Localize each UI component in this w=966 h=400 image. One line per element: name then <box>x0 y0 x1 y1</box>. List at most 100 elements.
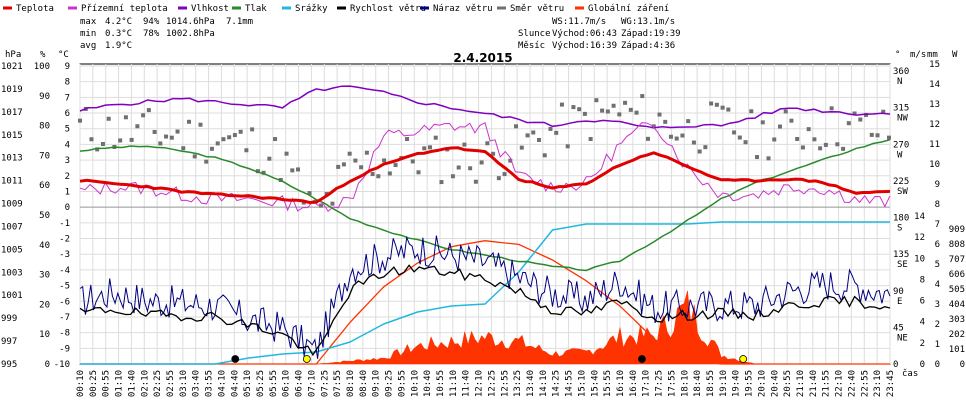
deg-tick-label: 360 <box>893 67 909 77</box>
mm-unit: mm <box>927 50 938 60</box>
x-tick-label: 05:25 <box>256 370 266 397</box>
legend: Teplota Přízemní teplota Vlhkost Tlak Srážky… <box>3 4 669 14</box>
celsius-tick-label: 1 <box>65 187 70 197</box>
ms-tick-label: 0 <box>920 360 925 370</box>
wind-dir-point <box>594 98 599 103</box>
pct-tick-label: 70 <box>39 151 50 161</box>
radiation-area <box>80 290 890 365</box>
pct-unit: % <box>40 50 46 60</box>
celsius-tick-label: 3 <box>65 156 70 166</box>
celsius-tick-label: 4 <box>65 140 70 150</box>
wind-dir-point <box>370 172 375 177</box>
x-tick-label: 12:25 <box>487 370 497 397</box>
wind-dir-point <box>519 145 524 150</box>
celsius-tick-label: -5 <box>59 282 70 292</box>
wind-dir-point <box>881 109 886 114</box>
stats-max-press: 1014.6hPa <box>166 17 215 27</box>
ms-tick-label: 12 <box>914 233 925 243</box>
w-unit: W <box>952 50 958 60</box>
x-tick-label: 17:55 <box>667 370 677 397</box>
wind-dir-point <box>858 117 863 122</box>
pct-tick-label: 60 <box>39 181 50 191</box>
dir-label: E <box>897 297 902 307</box>
legend-label: Teplota <box>16 4 54 14</box>
mm-tick-label: 7 <box>935 220 940 230</box>
w-tick-label: 909 <box>949 225 965 235</box>
w-tick-label: 0 <box>960 360 965 370</box>
stats-min-label: min <box>80 29 96 39</box>
legend-label: Přízemní teplota <box>81 4 168 14</box>
wind-dir-point <box>611 103 616 108</box>
ms-tick-label: 4 <box>920 318 925 328</box>
wind-dir-point <box>485 141 490 146</box>
wind-dir-point <box>846 121 851 126</box>
wind-dir-point <box>691 140 696 145</box>
wind-dir-point <box>835 142 840 147</box>
wind-dir-point <box>806 127 811 132</box>
temperature-line <box>79 146 891 205</box>
x-tick-label: 02:55 <box>166 370 176 397</box>
x-tick-label: 12:55 <box>500 370 510 397</box>
wind-dir-point <box>554 130 559 135</box>
x-tick-label: 19:40 <box>732 370 742 397</box>
hpa-tick-label: 1009 <box>1 200 23 210</box>
wind-dir-point <box>657 112 662 117</box>
wind-dir-point <box>680 133 685 138</box>
wind-dir-point <box>565 144 570 149</box>
wind-dir-point <box>330 201 335 206</box>
dir-label: SW <box>897 187 908 197</box>
x-tick-label: 02:25 <box>153 370 163 397</box>
wind-dir-point <box>198 122 203 127</box>
wind-dir-point <box>416 170 421 175</box>
wind-dir-point <box>135 124 140 129</box>
stats-min-hum: 78% <box>143 29 160 39</box>
wind-dir-point <box>841 146 846 151</box>
celsius-tick-label: -6 <box>59 297 70 307</box>
wind-dir-point <box>410 159 415 164</box>
deg-tick-label: 45 <box>893 323 904 333</box>
wind-dir-point <box>181 146 186 151</box>
legend-label: Rychlost větru <box>350 4 426 14</box>
mm-tick-label: 10 <box>929 160 940 170</box>
x-tick-label: 07:10 <box>307 370 317 397</box>
w-tick-label: 303 <box>949 315 965 325</box>
stats-avg-label: avg <box>80 41 96 51</box>
dir-label: NE <box>897 333 908 343</box>
hpa-tick-label: 1019 <box>1 85 23 95</box>
info-block: WS:11.7m/s WG:13.1m/s Slunce Východ:06:4… <box>518 17 681 51</box>
wind-dir-point <box>537 137 541 142</box>
legend-label: Globální záření <box>588 4 669 14</box>
stats-max-label: max <box>80 17 97 27</box>
w-tick-label: 404 <box>949 300 965 310</box>
hpa-tick-label: 1013 <box>1 154 23 164</box>
wind-dir-point <box>749 109 754 114</box>
wind-dir-point <box>737 135 742 140</box>
wind-dir-point <box>755 155 760 160</box>
wind-dir-point <box>123 115 128 120</box>
x-tick-label: 00:10 <box>76 370 86 397</box>
wind-dir-point <box>479 160 484 165</box>
wind-dir-point <box>789 118 794 123</box>
mm-tick-label: 13 <box>929 100 940 110</box>
wind-dir-point <box>175 129 180 134</box>
wind-dir-point <box>582 111 587 116</box>
mm-tick-label: 12 <box>929 120 940 130</box>
x-tick-label: 20:55 <box>783 370 793 397</box>
hpa-tick-label: 1005 <box>1 245 23 255</box>
x-tick-label: 02:10 <box>140 370 150 397</box>
wind-dir-point <box>697 149 702 154</box>
wind-dir-point <box>743 140 748 145</box>
wind-dir-point <box>255 169 260 174</box>
rain-line <box>80 221 890 365</box>
wind-dir-point <box>307 191 312 196</box>
wind-dir-point <box>772 137 777 142</box>
wind-dir-point <box>760 120 765 125</box>
legend-label: Náraz větru <box>433 4 493 14</box>
x-tick-label: 17:10 <box>642 370 652 397</box>
wind-dir-point <box>577 107 582 112</box>
wind-dir-point <box>818 146 823 151</box>
wind-dir-point <box>89 137 94 142</box>
axes: 1021101910171015101310111009100710051003… <box>1 50 965 370</box>
wind-dir-point <box>353 158 358 163</box>
